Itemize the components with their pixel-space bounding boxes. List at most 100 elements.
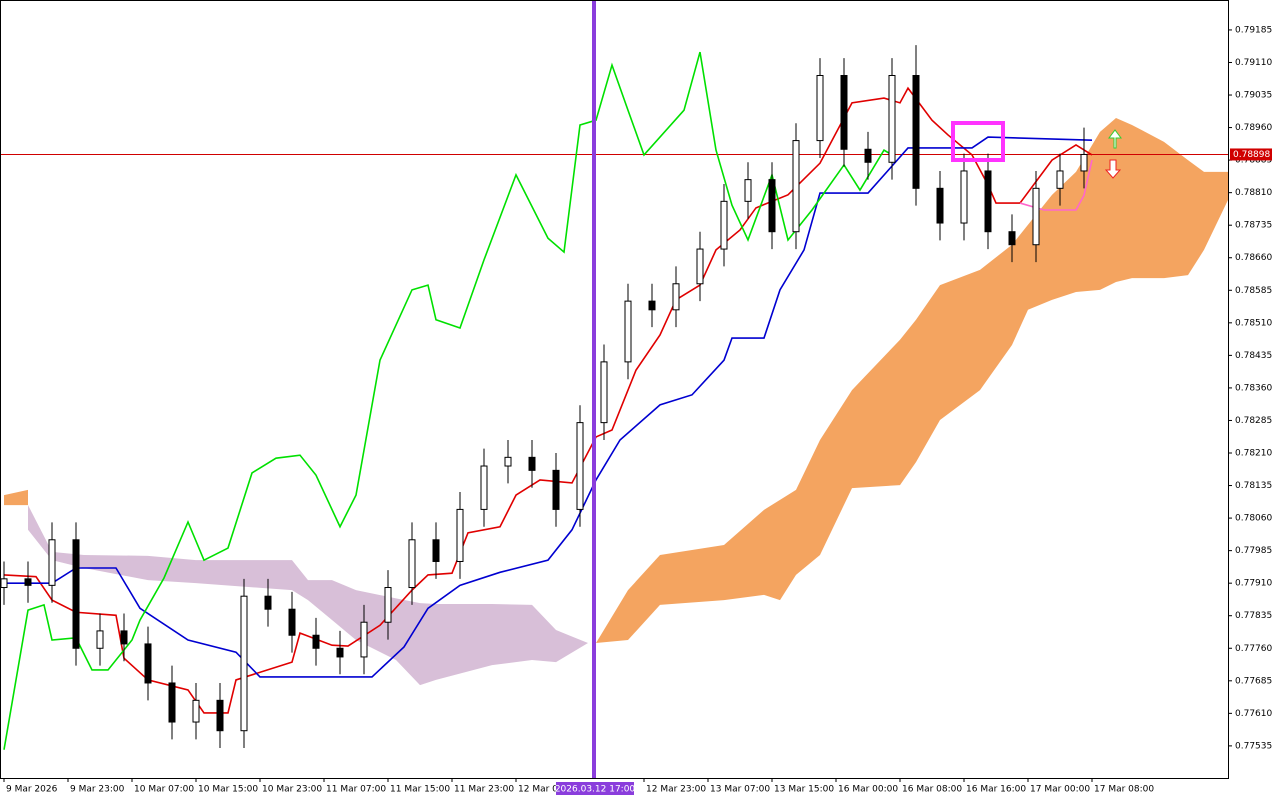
candle-body [384, 587, 392, 623]
y-tick-label: 0.79185 [1235, 25, 1272, 35]
y-tick-label: 0.77985 [1235, 546, 1272, 556]
candle-body [408, 539, 416, 589]
candle-body [792, 140, 800, 233]
x-tick-label: 17 Mar 00:00 [1030, 785, 1090, 795]
candle-body [0, 578, 8, 589]
y-tick-label: 0.77685 [1235, 676, 1272, 686]
cloud [596, 118, 1228, 644]
candle-body [432, 539, 440, 562]
candle-body [216, 699, 224, 732]
y-tick-label: 0.78360 [1235, 383, 1272, 393]
cloud [28, 505, 588, 686]
candle-body [1008, 231, 1016, 246]
y-tick-label: 0.78510 [1235, 318, 1272, 328]
candle-body [912, 75, 920, 189]
candle-body [24, 578, 32, 586]
price-label: 0.78898 [1233, 150, 1270, 160]
up-arrow [1108, 129, 1122, 149]
plot-area [0, 0, 1228, 778]
candle-body [48, 539, 56, 586]
candle-body [936, 187, 944, 224]
x-tick-label: 13 Mar 07:00 [710, 785, 770, 795]
candle-body [648, 300, 656, 311]
highlight-box [951, 121, 1005, 162]
candle-body [528, 456, 536, 471]
y-tick-label: 0.78810 [1235, 188, 1272, 198]
candle-body [168, 682, 176, 723]
marker-label: 2026.03.12 17:00 [555, 785, 636, 795]
candle-body [360, 621, 368, 658]
x-tick-label: 9 Mar 23:00 [70, 785, 125, 795]
candle-body [144, 643, 152, 684]
y-tick-label: 0.78285 [1235, 416, 1272, 426]
x-tick-label: 10 Mar 07:00 [134, 785, 194, 795]
marker-label-bg [556, 782, 634, 795]
candle-body [312, 634, 320, 649]
down-arrow [1104, 159, 1122, 179]
candle-body [72, 539, 80, 649]
price-label-bg [1230, 148, 1272, 161]
candle-body [192, 699, 200, 723]
candle-body [840, 75, 848, 150]
candle-body [888, 75, 896, 163]
x-tick-label: 12 Mar 23:00 [646, 785, 706, 795]
y-tick-label: 0.78060 [1235, 514, 1272, 524]
y-tick-label: 0.78960 [1235, 123, 1272, 133]
candle-body [984, 170, 992, 233]
candle-body [1056, 170, 1064, 189]
candle-body [288, 608, 296, 636]
y-tick-label: 0.78735 [1235, 221, 1272, 231]
y-tick-label: 0.79035 [1235, 91, 1272, 101]
candle-body [624, 300, 632, 363]
candle-body [720, 200, 728, 250]
y-tick-label: 0.77835 [1235, 611, 1272, 621]
candle-body [264, 595, 272, 610]
candle-body [240, 595, 248, 732]
candle-body [960, 170, 968, 224]
candle-body [768, 179, 776, 233]
x-tick-label: 16 Mar 08:00 [902, 785, 962, 795]
indicator-line [3, 51, 893, 750]
candle-body [1032, 187, 1040, 246]
x-tick-label: 11 Mar 07:00 [326, 785, 386, 795]
candle-body [672, 283, 680, 311]
x-tick-label: 11 Mar 23:00 [454, 785, 514, 795]
candle-body [480, 465, 488, 510]
candle-body [864, 148, 872, 163]
x-tick-label: 11 Mar 15:00 [390, 785, 450, 795]
candle-body [504, 456, 512, 467]
x-tick-label: 16 Mar 16:00 [966, 785, 1026, 795]
x-tick-label: 9 Mar 2026 [6, 785, 58, 795]
x-tick-label: 10 Mar 23:00 [262, 785, 322, 795]
y-tick-label: 0.78585 [1235, 286, 1272, 296]
candle-body [336, 647, 344, 658]
cloud [4, 489, 28, 506]
x-tick-label: 12 Mar 07:00 [518, 785, 578, 795]
x-tick-label: 16 Mar 00:00 [838, 785, 898, 795]
candle-body [552, 469, 560, 510]
candle-body [96, 630, 104, 649]
candle-body [120, 630, 128, 645]
candle-body [576, 422, 584, 510]
y-tick-label: 0.79110 [1235, 58, 1272, 68]
candle-body [600, 361, 608, 424]
candle-body [744, 179, 752, 202]
indicator-line [4, 136, 1093, 678]
y-tick-label: 0.78210 [1235, 449, 1272, 459]
x-tick-label: 17 Mar 08:00 [1094, 785, 1154, 795]
candle-body [816, 75, 824, 142]
y-tick-label: 0.77610 [1235, 709, 1272, 719]
y-tick-label: 0.78660 [1235, 253, 1272, 263]
y-tick-label: 0.78435 [1235, 351, 1272, 361]
plot-frame [0, 0, 1229, 779]
x-tick-label: 10 Mar 15:00 [198, 785, 258, 795]
candle-body [696, 248, 704, 285]
y-tick-label: 0.77910 [1235, 579, 1272, 589]
x-tick-label: 13 Mar 15:00 [774, 785, 834, 795]
y-tick-label: 0.77760 [1235, 644, 1272, 654]
candle-body [1080, 153, 1088, 172]
indicator-line [3, 86, 1093, 714]
candle-body [456, 508, 464, 562]
